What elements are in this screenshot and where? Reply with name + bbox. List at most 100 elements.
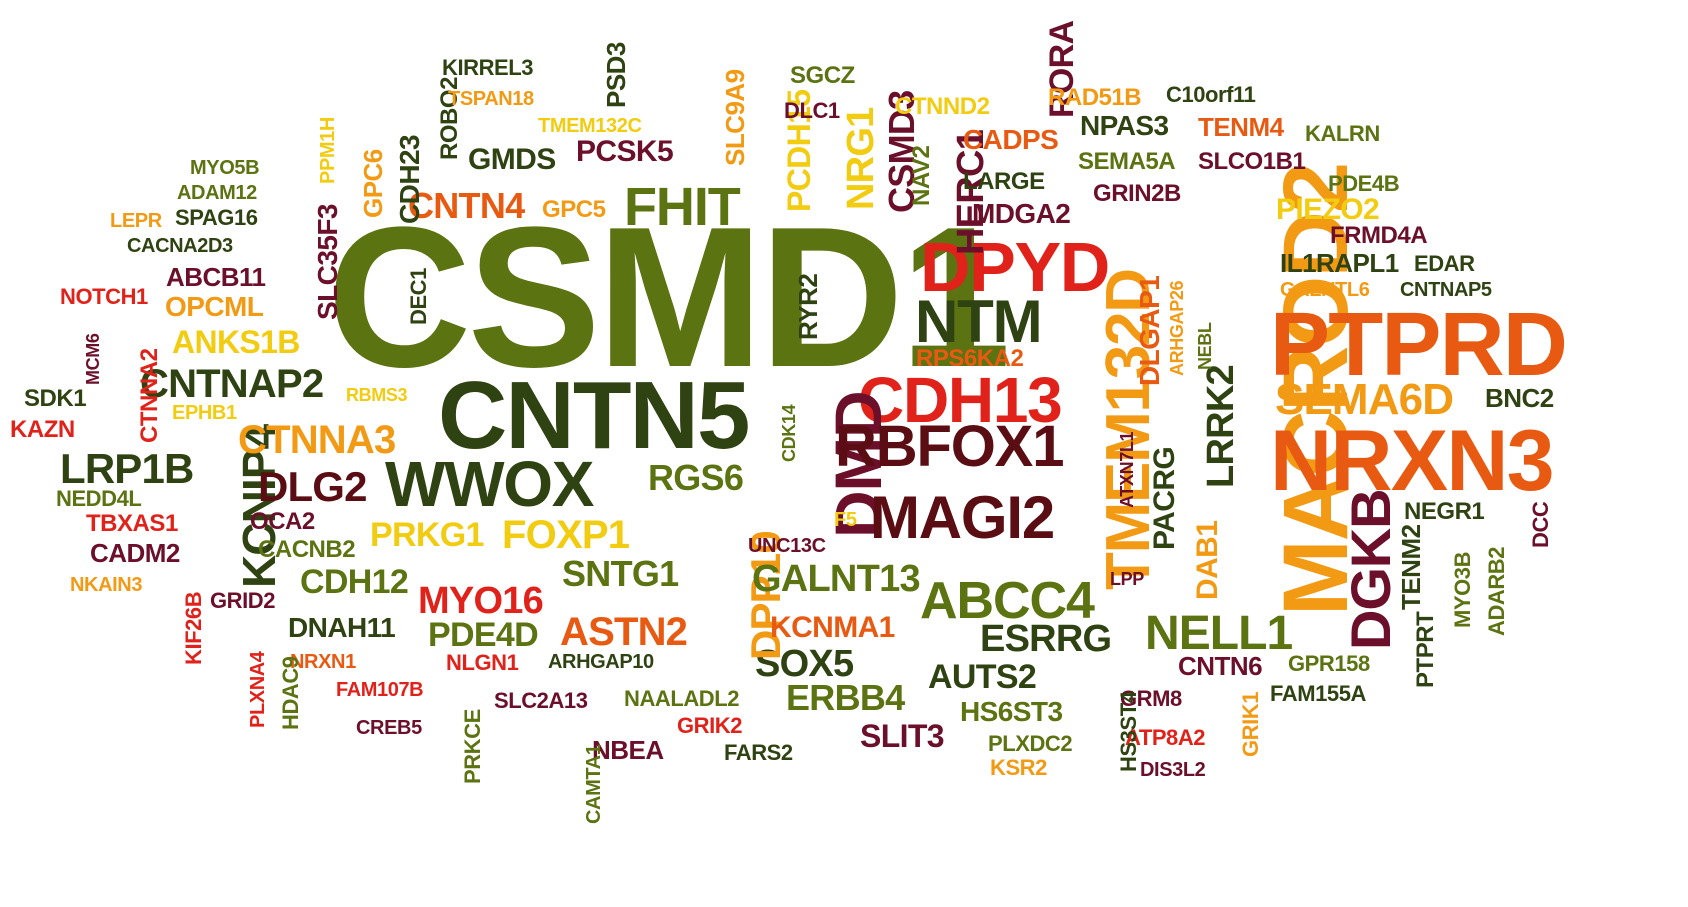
gene-word: RAD51B [1048, 84, 1142, 111]
gene-word: CDH23 [394, 134, 425, 224]
gene-word: ARHGAP10 [548, 651, 654, 673]
gene-word: HDAC9 [278, 656, 303, 730]
gene-word: PRKG1 [370, 516, 484, 554]
gene-word: NAV2 [908, 145, 935, 206]
gene-word: GPR158 [1288, 651, 1370, 676]
gene-word: GPC6 [358, 149, 388, 218]
gene-word: NOTCH1 [60, 284, 148, 309]
gene-word: ATP8A2 [1125, 725, 1206, 750]
gene-word: CAMTA1 [583, 744, 605, 824]
gene-word: SNTG1 [562, 553, 679, 594]
gene-word: LRRK2 [1200, 365, 1242, 488]
gene-word: SOX5 [755, 643, 854, 685]
gene-word: MDGA2 [972, 198, 1071, 229]
gene-word: SDK1 [24, 385, 87, 412]
gene-word: NRXN3 [1270, 413, 1555, 509]
gene-word: NEBL [1195, 322, 1215, 370]
gene-word: PSD3 [601, 42, 631, 108]
gene-word: CNTNAP5 [1400, 279, 1492, 301]
gene-word: OPCML [165, 291, 264, 322]
gene-word: FAM155A [1270, 681, 1366, 706]
gene-word: SEMA5A [1078, 148, 1176, 175]
gene-word: CDH12 [300, 563, 409, 601]
gene-word: ERBB4 [786, 677, 905, 718]
gene-word: GRIK2 [677, 713, 743, 738]
gene-word: PDE4D [428, 616, 539, 654]
gene-word: NLGN1 [446, 650, 519, 675]
gene-word: CTNNA3 [238, 418, 396, 462]
gene-word: SEMA6D [1275, 375, 1454, 424]
gene-word: PRKCE [460, 709, 485, 784]
gene-word: PLXDC2 [988, 731, 1073, 756]
gene-word: NRG1 [840, 107, 882, 210]
gene-word: CTNND2 [895, 93, 990, 120]
gene-word: GRM8 [1120, 686, 1182, 711]
gene-word: TENM4 [1198, 112, 1284, 142]
gene-word: ATXN7L1 [1117, 431, 1137, 508]
gene-word: PLXNA4 [247, 651, 269, 728]
gene-word: KSR2 [990, 755, 1047, 780]
gene-word: DAB1 [1191, 520, 1224, 600]
gene-word: GPC5 [542, 196, 606, 223]
gene-word: KCNMA1 [770, 611, 895, 644]
gene-word: CACNB2 [258, 536, 356, 563]
gene-word: OCA2 [250, 508, 315, 535]
gene-word: TENM2 [1396, 524, 1426, 610]
gene-word: DLGAP1 [1134, 275, 1165, 386]
gene-word: NAALADL2 [624, 686, 740, 711]
gene-word: GALNTL6 [1280, 279, 1370, 301]
gene-word: LPP [1110, 569, 1144, 589]
gene-word: FARS2 [724, 740, 793, 765]
gene-word: NKAIN3 [70, 574, 143, 596]
gene-word: GALNT13 [752, 558, 921, 600]
gene-word: PCSK5 [576, 135, 674, 168]
gene-word: RGS6 [648, 457, 744, 498]
gene-word: GRIN2B [1093, 180, 1181, 207]
gene-word: MYO16 [418, 580, 544, 622]
gene-word: CDH13 [858, 364, 1063, 436]
gene-word: CNTN4 [408, 185, 525, 226]
gene-word: KALRN [1305, 121, 1380, 146]
gene-word: DLC1 [784, 98, 840, 123]
gene-word: F5 [834, 509, 857, 531]
gene-word: CADPS [963, 124, 1059, 155]
gene-word: TSPAN18 [448, 88, 534, 110]
gene-word: CREB5 [356, 717, 422, 739]
gene-word: NPAS3 [1080, 110, 1169, 141]
gene-word: MAGI2 [870, 484, 1055, 551]
gene-word: SLIT3 [860, 718, 945, 754]
gene-word: CNTN6 [1178, 651, 1263, 681]
gene-word: ARHGAP26 [1167, 280, 1187, 376]
gene-word: NTM [915, 288, 1043, 355]
gene-word: PTPRD [1270, 295, 1568, 395]
gene-word: DGKB [1339, 489, 1402, 650]
gene-word: RYR2 [793, 273, 823, 340]
gene-word: IL1RAPL1 [1280, 248, 1399, 278]
gene-word: ASTN2 [560, 610, 688, 654]
gene-word: GMDS [468, 143, 556, 176]
gene-word: LRP1B [60, 445, 194, 492]
gene-word: EPHB1 [172, 402, 237, 424]
gene-word: DNAH11 [288, 612, 396, 643]
gene-word: MYO5B [190, 157, 260, 179]
gene-word: ABCC4 [920, 572, 1095, 630]
gene-word: CDK14 [779, 404, 799, 462]
gene-word: UNC13C [748, 535, 826, 557]
gene-word: PIEZO2 [1276, 193, 1380, 226]
gene-word: ADARB2 [1484, 546, 1509, 636]
gene-word: AUTS2 [928, 658, 1037, 696]
gene-word: PDE4B [1328, 171, 1400, 196]
gene-word: GRID2 [210, 588, 276, 613]
gene-word: LARGE [963, 168, 1045, 195]
gene-word: EDAR [1414, 251, 1475, 276]
gene-word: FOXP1 [502, 513, 630, 557]
gene-word: NEGR1 [1404, 498, 1485, 525]
gene-word: CNTN5 [438, 362, 750, 469]
gene-word: DPYD [920, 228, 1110, 306]
gene-word: FHIT [624, 177, 741, 237]
gene-word: C10orf11 [1166, 82, 1256, 107]
gene-word: DLG2 [258, 463, 367, 510]
gene-word: FRMD4A [1330, 222, 1428, 249]
gene-word: ADAM12 [177, 182, 257, 204]
